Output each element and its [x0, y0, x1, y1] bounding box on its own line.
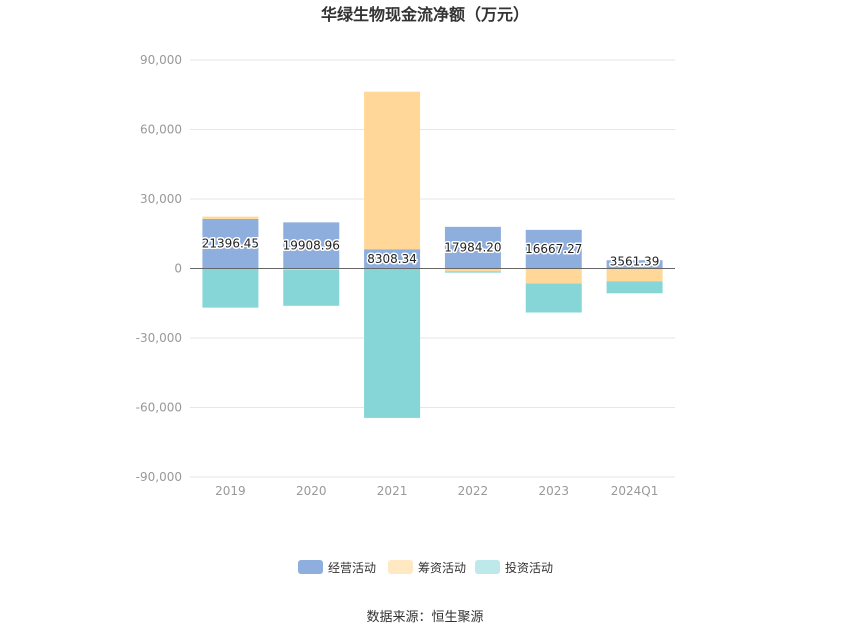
bars	[202, 91, 663, 418]
y-tick-label: 0	[174, 262, 182, 276]
data-label: 3561.39	[610, 255, 660, 269]
bar-segment	[364, 249, 421, 269]
bar-segment	[202, 268, 259, 308]
bar-segment	[525, 283, 582, 313]
bar-segment	[444, 268, 501, 272]
x-axis-ticks: 2019 2020 2021 2022 2023 2024Q1	[215, 484, 658, 498]
x-tick-label: 2022	[458, 484, 489, 498]
legend-item[interactable]: 投资活动	[475, 560, 553, 575]
y-tick-label: 90,000	[140, 53, 182, 67]
legend-swatch	[475, 560, 500, 574]
x-tick-label: 2019	[215, 484, 246, 498]
bar-segment	[364, 91, 421, 250]
y-axis-ticks: 90,000 60,000 30,000 0 -30,000 -60,000 -90,000	[136, 53, 182, 484]
legend-swatch	[388, 560, 413, 574]
y-tick-label: -60,000	[136, 401, 182, 415]
bar-segment	[606, 268, 663, 282]
data-label: 19908.96	[283, 238, 340, 252]
x-tick-label: 2021	[377, 484, 408, 498]
bar-segment	[525, 268, 582, 284]
chart-title: 华绿生物现金流净额（万元）	[321, 5, 529, 24]
data-labels: 21396.45 19908.96 8308.34 17984.20 16667.27 3…	[200, 235, 661, 270]
grid-lines	[190, 59, 675, 478]
data-label: 17984.20	[444, 241, 501, 255]
bar-segment	[444, 226, 501, 269]
x-tick-label: 2024Q1	[611, 484, 659, 498]
bar-segment	[283, 269, 340, 306]
bar-segment	[202, 218, 259, 269]
legend: 经营活动 筹资活动 投资活动	[298, 560, 553, 575]
legend-label: 投资活动	[505, 560, 553, 575]
y-tick-label: 60,000	[140, 123, 182, 137]
legend-label: 筹资活动	[418, 561, 466, 575]
y-tick-label: 30,000	[140, 192, 182, 206]
legend-swatch	[298, 560, 323, 574]
bar-segment	[283, 222, 340, 269]
x-tick-label: 2020	[296, 484, 327, 498]
legend-item[interactable]: 经营活动	[298, 560, 376, 575]
y-tick-label: -90,000	[136, 470, 182, 484]
data-source: 数据来源：恒生聚源	[366, 610, 483, 625]
legend-item[interactable]: 筹资活动	[388, 560, 466, 575]
data-label: 16667.27	[525, 242, 582, 256]
y-tick-label: -30,000	[136, 331, 182, 345]
bar-segment	[283, 268, 340, 270]
x-tick-label: 2023	[538, 484, 569, 498]
bar-segment	[444, 271, 501, 273]
bar-segment	[364, 268, 421, 418]
bar-segment	[202, 216, 259, 219]
bar-segment	[525, 229, 582, 269]
data-label: 21396.45	[202, 237, 259, 251]
legend-label: 经营活动	[328, 561, 376, 575]
bar-segment	[606, 281, 663, 294]
bar-segment	[606, 260, 663, 269]
data-label: 8308.34	[367, 252, 417, 266]
